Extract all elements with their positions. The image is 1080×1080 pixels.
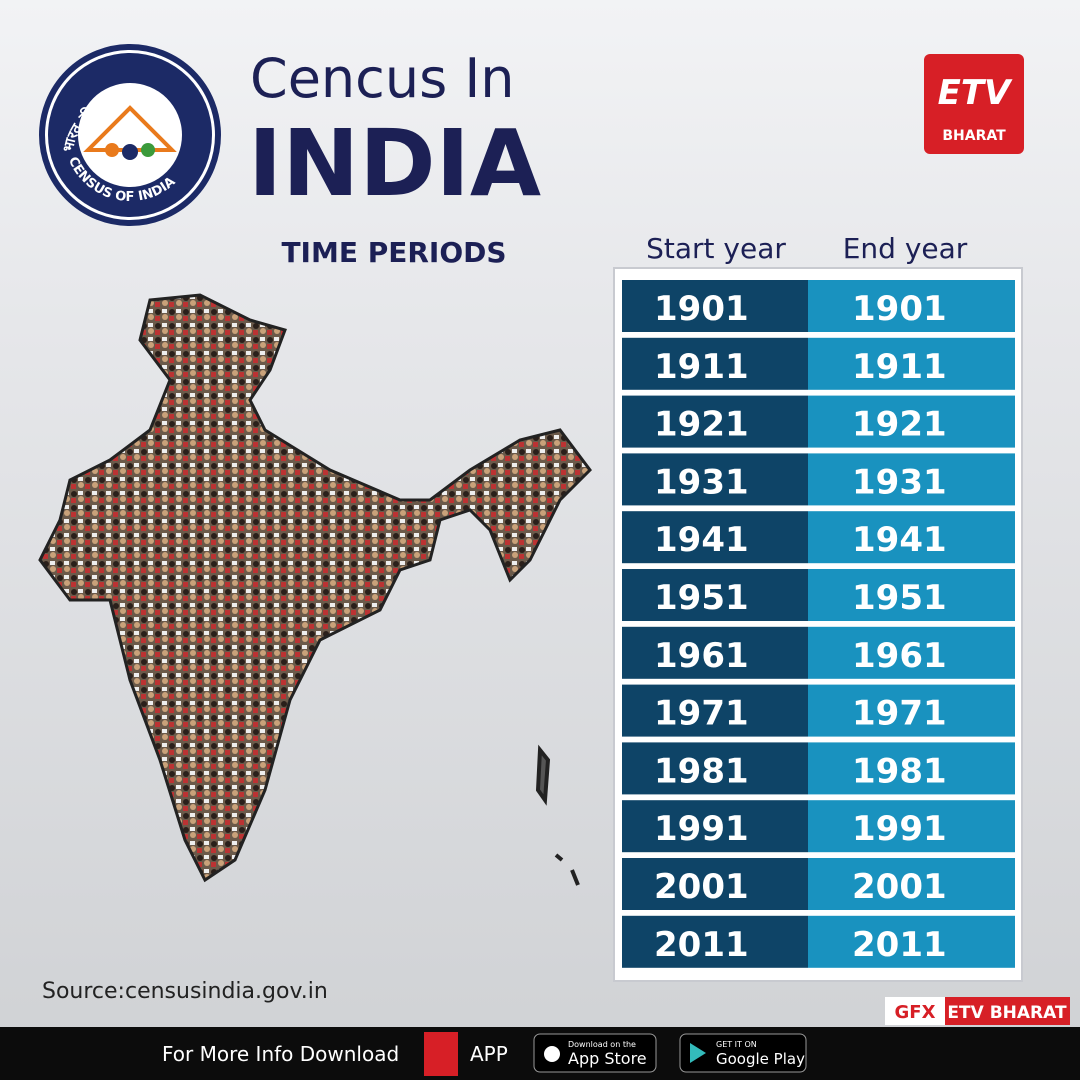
table-cell <box>808 684 1015 737</box>
year: 2001 <box>654 867 749 907</box>
google-play-button[interactable]: GET IT ON Google Play <box>679 1033 807 1073</box>
table-cell <box>622 915 808 968</box>
credit-gfx: GFX <box>895 1002 936 1023</box>
table-cell <box>622 684 808 737</box>
year: 1941 <box>852 520 947 560</box>
year: 1981 <box>654 751 749 791</box>
column-header: Start year <box>646 232 786 265</box>
year: 1961 <box>852 636 947 676</box>
table-cell <box>622 742 808 795</box>
year: 1901 <box>852 289 947 329</box>
table-cell <box>622 337 808 390</box>
table-cell <box>808 280 1015 332</box>
etv-logo: ETV BHARAT <box>924 54 1024 154</box>
year: 1951 <box>654 578 749 618</box>
table-cell <box>808 742 1015 795</box>
census-logo: भारत की जनगणना CENSUS OF INDIA <box>39 44 221 226</box>
islands <box>535 744 580 886</box>
table-cell <box>808 569 1015 621</box>
year: 1961 <box>654 636 749 676</box>
year: 1991 <box>654 809 749 849</box>
year: 1921 <box>654 405 749 445</box>
table-cell <box>808 337 1015 390</box>
table-cell <box>622 569 808 621</box>
table-cell <box>622 511 808 564</box>
googleplay-small: GET IT ON <box>716 1040 757 1049</box>
table-cell <box>808 511 1015 564</box>
table-cell <box>622 395 808 448</box>
year: 1911 <box>852 347 947 387</box>
googleplay: Google Play <box>716 1050 805 1068</box>
year: 1911 <box>654 347 749 387</box>
year: 1931 <box>852 462 947 502</box>
year: 1921 <box>852 405 947 445</box>
year: 2001 <box>852 867 947 907</box>
year: 1971 <box>852 694 947 734</box>
table-cell <box>808 453 1015 506</box>
brand: BHARAT <box>942 128 1006 144</box>
footer-text: For More Info Download <box>162 1042 399 1066</box>
year: 1941 <box>654 520 749 560</box>
table-cell <box>622 453 808 506</box>
table-cell <box>622 800 808 853</box>
table-cell <box>808 915 1015 968</box>
year: 1931 <box>654 462 749 502</box>
india-map <box>38 293 592 883</box>
year: 1981 <box>852 751 947 791</box>
appstore-small: Download on the <box>568 1040 636 1049</box>
table-cell <box>808 800 1015 853</box>
table-cell <box>808 395 1015 448</box>
app-store-button[interactable]: Download on the App Store <box>533 1033 657 1073</box>
year: 1951 <box>852 578 947 618</box>
year: 2011 <box>852 925 947 965</box>
credit: GFX ETV BHARAT <box>885 997 1070 1025</box>
table-cell <box>622 858 808 910</box>
source: Source:censusindia.gov.in <box>42 979 328 1004</box>
svg-text:ETV: ETV <box>938 73 1013 113</box>
title-line1: Cencus In <box>250 47 515 110</box>
column-header: End year <box>843 232 968 265</box>
table: Start year End year 1901 1901 1911 1911 1921 19… <box>622 232 1015 968</box>
title-line2: INDIA <box>248 110 541 217</box>
footer-app: APP <box>470 1042 508 1066</box>
etv-app-icon[interactable] <box>424 1032 458 1076</box>
appstore: App Store <box>568 1049 647 1068</box>
credit-name: ETV BHARAT <box>947 1003 1067 1023</box>
year: 1991 <box>852 809 947 849</box>
section-title: TIME PERIODS <box>281 236 506 269</box>
table-cell <box>622 280 808 332</box>
table-cell <box>808 858 1015 910</box>
table-cell <box>622 626 808 679</box>
year: 1971 <box>654 694 749 734</box>
table-cell <box>808 626 1015 679</box>
year: 2011 <box>654 925 749 965</box>
year: 1901 <box>654 289 749 329</box>
